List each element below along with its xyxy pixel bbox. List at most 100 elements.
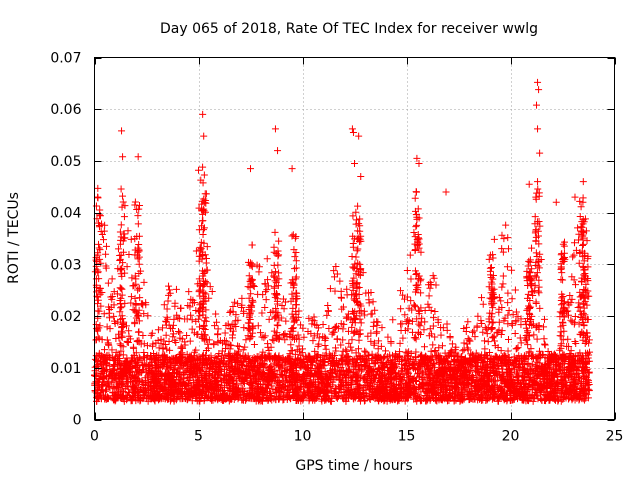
- data-point: [384, 333, 392, 341]
- data-point: [240, 324, 248, 332]
- data-point: [405, 317, 413, 325]
- data-point: [322, 345, 330, 353]
- data-point: [398, 364, 406, 372]
- data-point: [397, 326, 405, 334]
- data-point: [469, 374, 477, 382]
- data-point: [256, 329, 264, 337]
- data-point: [479, 300, 487, 308]
- data-point: [114, 245, 122, 253]
- data-point: [438, 342, 446, 350]
- data-point: [265, 315, 273, 323]
- data-point: [348, 346, 356, 354]
- data-point: [367, 329, 375, 337]
- data-point: [407, 275, 415, 283]
- data-point: [535, 347, 543, 355]
- data-point: [212, 310, 220, 318]
- data-point: [511, 330, 519, 338]
- data-point: [309, 337, 317, 345]
- data-point: [164, 297, 172, 305]
- data-point: [258, 309, 266, 317]
- data-point: [143, 342, 151, 350]
- data-point: [556, 346, 564, 354]
- data-point: [185, 288, 193, 296]
- data-point: [203, 243, 211, 251]
- data-point: [529, 320, 537, 328]
- data-point: [557, 376, 565, 384]
- data-point: [357, 367, 365, 375]
- data-point: [416, 322, 424, 330]
- data-point: [147, 331, 155, 339]
- data-point: [564, 335, 572, 343]
- data-point: [204, 340, 212, 348]
- data-point: [332, 262, 340, 270]
- data-point: [559, 299, 567, 307]
- data-point: [165, 286, 173, 294]
- data-point: [448, 340, 456, 348]
- data-point: [563, 308, 571, 316]
- data-point: [427, 347, 435, 355]
- data-point: [483, 330, 491, 338]
- data-point: [574, 224, 582, 232]
- data-point: [177, 304, 185, 312]
- data-point: [195, 288, 203, 296]
- data-point: [568, 295, 576, 303]
- data-point: [499, 280, 507, 288]
- data-point: [234, 342, 242, 350]
- data-point: [261, 332, 269, 340]
- data-point: [495, 294, 503, 302]
- data-point: [287, 341, 295, 349]
- data-point: [430, 274, 438, 282]
- data-point: [263, 255, 271, 263]
- data-point: [378, 324, 386, 332]
- data-point: [364, 332, 372, 340]
- data-point: [357, 319, 365, 327]
- data-point: [294, 331, 302, 339]
- data-point: [570, 251, 578, 259]
- data-point: [330, 366, 338, 374]
- data-point: [165, 291, 173, 299]
- data-point: [420, 343, 428, 351]
- data-point: [505, 307, 513, 315]
- data-point: [524, 341, 532, 349]
- data-point: [387, 338, 395, 346]
- data-point: [460, 346, 468, 354]
- data-point: [402, 348, 410, 356]
- data-point: [222, 337, 230, 345]
- data-point: [295, 307, 303, 315]
- data-point: [117, 342, 125, 350]
- data-point: [165, 282, 173, 290]
- data-point: [572, 339, 580, 347]
- data-point: [527, 345, 535, 353]
- data-point: [112, 335, 120, 343]
- chart-title: Day 065 of 2018, Rate Of TEC Index for r…: [160, 21, 538, 37]
- data-point: [172, 338, 180, 346]
- data-point: [176, 329, 184, 337]
- data-point: [140, 340, 148, 348]
- data-point: [497, 297, 505, 305]
- data-point: [127, 335, 135, 343]
- data-point: [504, 336, 512, 344]
- data-point: [374, 318, 382, 326]
- data-point: [123, 338, 131, 346]
- data-point: [417, 248, 425, 256]
- data-point: [337, 287, 345, 295]
- data-point: [575, 320, 583, 328]
- data-point: [565, 311, 573, 319]
- data-point: [311, 321, 319, 329]
- data-point: [569, 253, 577, 261]
- data-point: [498, 283, 506, 291]
- data-point: [319, 321, 327, 329]
- data-point: [474, 312, 482, 320]
- data-point: [429, 341, 437, 349]
- data-point: [431, 333, 439, 341]
- data-point: [226, 309, 234, 317]
- data-point: [170, 315, 178, 323]
- data-point: [347, 343, 355, 351]
- data-point: [102, 242, 110, 250]
- data-point: [325, 324, 333, 332]
- data-point: [188, 316, 196, 324]
- data-point: [514, 344, 522, 352]
- data-point: [106, 384, 114, 392]
- data-point: [235, 343, 243, 351]
- data-point: [173, 311, 181, 319]
